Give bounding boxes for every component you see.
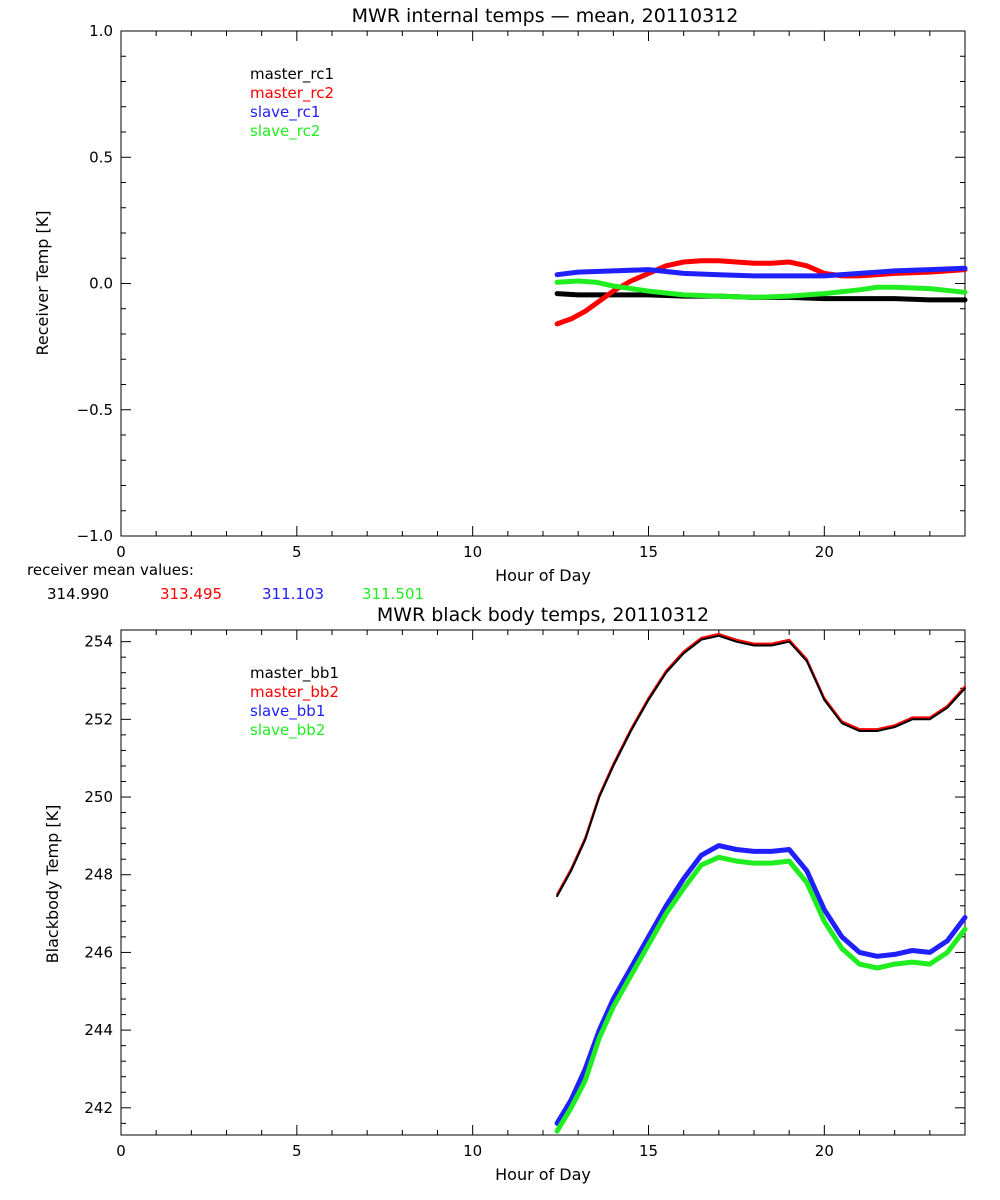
legend-entry: slave_bb1 <box>250 702 325 721</box>
y-tick-label: 254 <box>84 633 113 651</box>
legend-entry: master_rc2 <box>250 84 334 103</box>
receiver-mean-values: receiver mean values: 314.990 313.495 31… <box>27 561 424 603</box>
y-tick-label: 246 <box>84 943 113 961</box>
x-tick-label: 20 <box>815 1142 834 1160</box>
y-tick-label: −0.5 <box>77 401 113 419</box>
x-tick-label: 5 <box>292 543 302 561</box>
series-line-master-bb2 <box>556 632 966 896</box>
legend-entry: master_rc1 <box>250 65 334 84</box>
receiver-series-group <box>554 258 968 327</box>
x-tick-label: 0 <box>116 543 126 561</box>
mean-value: 314.990 <box>47 585 109 603</box>
receiver-chart-title: MWR internal temps — mean, 20110312 <box>352 5 739 27</box>
series-line-slave-bb1 <box>554 843 968 1126</box>
y-tick-label: 244 <box>84 1021 113 1039</box>
y-tick-label: 1.0 <box>89 22 113 40</box>
legend-entry: slave_rc1 <box>250 103 320 122</box>
y-tick-label: 250 <box>84 788 113 806</box>
blackbody-x-axis-label: Hour of Day <box>495 1165 591 1184</box>
blackbody-chart-title: MWR black body temps, 20110312 <box>377 604 709 626</box>
legend-entry: slave_rc2 <box>250 122 320 141</box>
legend-entry: master_bb2 <box>250 683 339 702</box>
receiver-y-axis-label: Receiver Temp [K] <box>33 210 52 355</box>
series-line-slave-rc2 <box>554 278 968 300</box>
blackbody-temp-panel: MWR black body temps, 20110312 0 5 10 15 20 … <box>43 604 968 1184</box>
receiver-x-axis: 0 5 10 15 20 <box>116 31 966 561</box>
y-tick-label: 248 <box>84 866 113 884</box>
blackbody-y-axis-label: Blackbody Temp [K] <box>43 805 62 964</box>
x-tick-label: 0 <box>116 1142 126 1160</box>
x-tick-label: 15 <box>639 543 658 561</box>
mean-value: 311.103 <box>262 585 324 603</box>
mean-value: 313.495 <box>160 585 222 603</box>
x-tick-label: 15 <box>639 1142 658 1160</box>
x-tick-label: 10 <box>463 543 482 561</box>
y-tick-label: −1.0 <box>77 527 113 545</box>
legend-entry: slave_bb2 <box>250 721 325 740</box>
receiver-x-axis-label: Hour of Day <box>495 566 591 585</box>
x-tick-label: 5 <box>292 1142 302 1160</box>
y-tick-label: 0.0 <box>89 275 113 293</box>
receiver-plot-frame <box>120 30 966 537</box>
series-line-slave-rc1 <box>554 265 968 279</box>
blackbody-plot-frame <box>120 629 966 1136</box>
receiver-y-axis: −1.0 −0.5 0.0 0.5 1.0 <box>77 22 965 545</box>
legend-entry: master_bb1 <box>250 664 339 683</box>
x-tick-label: 10 <box>463 1142 482 1160</box>
blackbody-series-group <box>554 632 968 1134</box>
y-tick-label: 0.5 <box>89 148 113 166</box>
blackbody-y-axis: 242 244 246 248 250 252 254 <box>84 633 965 1124</box>
blackbody-x-axis: 0 5 10 15 20 <box>116 630 966 1160</box>
mean-value: 311.501 <box>362 585 424 603</box>
y-tick-label: 242 <box>84 1099 113 1117</box>
x-tick-label: 20 <box>815 543 834 561</box>
y-tick-label: 252 <box>84 710 113 728</box>
receiver-mean-values-label: receiver mean values: <box>27 561 194 579</box>
series-line-slave-bb2 <box>554 854 968 1134</box>
series-line-master-bb1 <box>556 634 966 898</box>
receiver-temp-panel: MWR internal temps — mean, 20110312 0 5 10… <box>33 5 968 585</box>
